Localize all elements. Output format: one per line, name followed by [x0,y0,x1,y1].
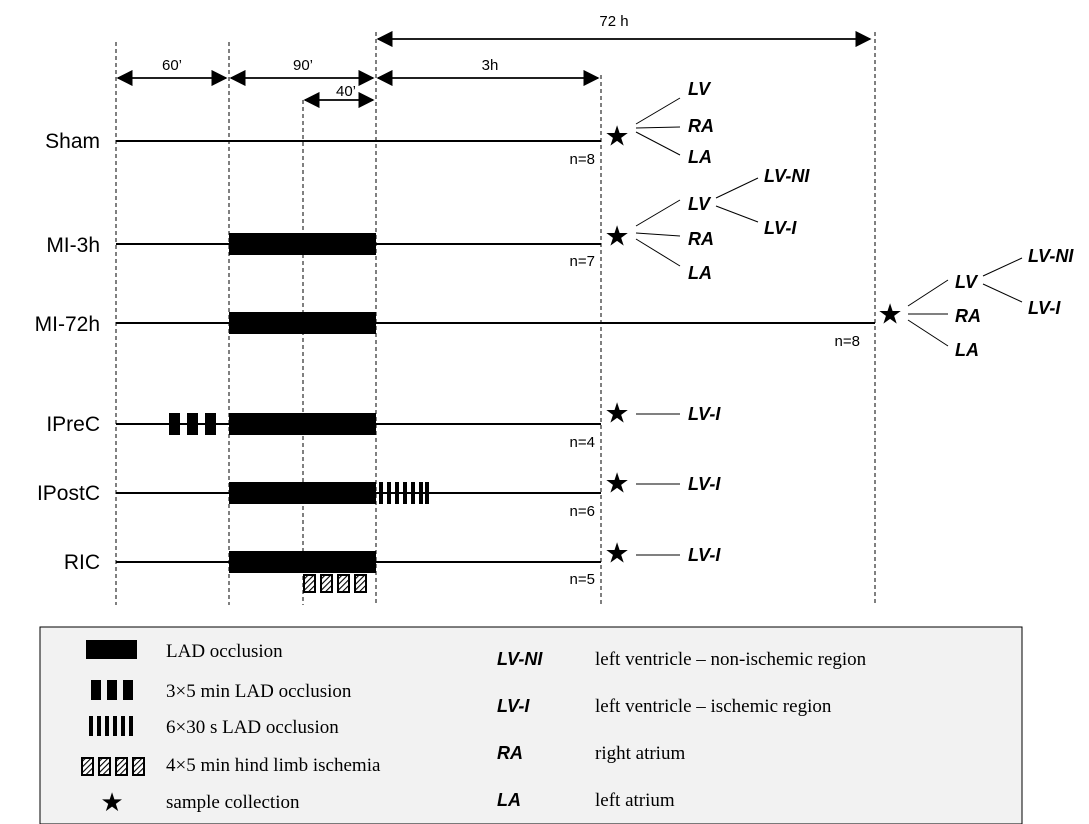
group-label: MI-72h [35,313,100,336]
preconditioning-blocks [169,413,216,435]
group-ipostc: IPostC n=6 ★ LV-I [37,467,721,521]
tissue-la: LA [955,340,979,360]
legend-label: 3×5 min LAD occlusion [166,681,352,702]
group-label: IPreC [46,413,100,436]
tissue-lv-ni: LV-NI [1028,246,1074,266]
tissue-lv: LV [955,272,979,292]
legend-label: LAD occlusion [166,641,283,662]
postconditioning-stripes [379,482,429,504]
group-n: n=8 [835,333,860,350]
star-icon: ★ [604,467,629,500]
tissue-lv-i: LV-I [764,218,797,238]
legend-label: sample collection [166,792,300,813]
star-icon: ★ [604,220,629,253]
lad-occlusion-bar [229,551,376,573]
sample-branches [907,257,1023,347]
lad-occlusion-bar [229,233,376,255]
legend-three-blocks-icon [91,680,133,700]
legend-abbr-text: left ventricle – ischemic region [595,696,832,717]
sample-branches [635,177,759,267]
lad-occlusion-bar [229,482,376,504]
group-ric: RIC n=5 ★ LV-I [64,537,721,593]
star-icon: ★ [877,298,902,331]
group-mi-3h: MI-3h n=7 ★ LV LV-NI LV-I RA LA [46,166,810,283]
legend-abbr: RA [497,743,523,763]
limb-ischemia-boxes [303,574,367,593]
sample-branches [635,97,681,156]
tissue-ra: RA [688,229,714,249]
group-label: MI-3h [46,234,100,257]
legend-abbr: LV-I [497,696,530,716]
group-label: Sham [45,130,100,153]
legend-solid-bar-icon [86,640,137,659]
star-icon: ★ [604,397,629,430]
star-icon: ★ [604,120,629,153]
tissue-ra: RA [955,306,981,326]
tissue-lv-i: LV-I [688,404,721,424]
tissue-lv-i: LV-I [688,474,721,494]
legend-hatched-boxes-icon [81,757,145,776]
group-label: IPostC [37,482,100,505]
group-n: n=4 [570,434,595,451]
tissue-ra: RA [688,116,714,136]
tissue-la: LA [688,263,712,283]
group-iprec: IPreC n=4 ★ LV-I [46,397,721,452]
tissue-lv: LV [688,79,712,99]
label-90min: 90’ [293,57,313,74]
label-40min: 40’ [336,83,356,100]
group-n: n=8 [570,151,595,168]
label-72h: 72 h [599,13,628,30]
lad-occlusion-bar [229,312,376,334]
group-mi-72h: MI-72h n=8 ★ LV LV-NI LV-I RA LA [35,246,1075,360]
legend-abbr-text: right atrium [595,743,685,764]
legend-label: 4×5 min hind limb ischemia [166,755,381,776]
duration-arrows [116,30,872,109]
legend-abbr-text: left atrium [595,790,675,811]
group-n: n=6 [570,503,595,520]
tissue-lv-i: LV-I [1028,298,1061,318]
legend-abbr: LA [497,790,521,810]
lad-occlusion-bar [229,413,376,435]
legend-six-stripes-icon [89,716,133,736]
tissue-lv-ni: LV-NI [764,166,810,186]
group-sham: Sham n=8 ★ LV RA LA [45,79,714,168]
legend-box: LAD occlusion 3×5 min LAD occlusion 6×30… [39,626,1023,824]
group-n: n=5 [570,571,595,588]
label-3h: 3h [482,57,499,74]
legend-abbr: LV-NI [497,649,543,669]
group-n: n=7 [570,253,595,270]
tissue-lv-i: LV-I [688,545,721,565]
legend-abbr-text: left ventricle – non-ischemic region [595,649,867,670]
group-label: RIC [64,551,100,574]
star-icon: ★ [604,537,629,570]
legend-label: 6×30 s LAD occlusion [166,717,339,738]
tissue-la: LA [688,147,712,167]
legend-star-icon: ★ [100,788,123,818]
label-60min: 60’ [162,57,182,74]
tissue-lv: LV [688,194,712,214]
